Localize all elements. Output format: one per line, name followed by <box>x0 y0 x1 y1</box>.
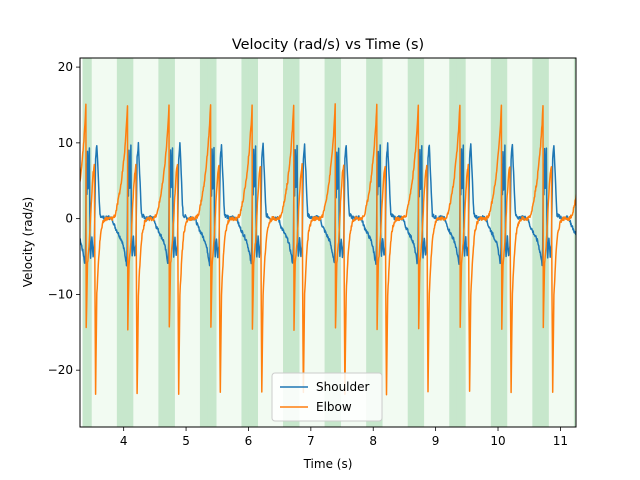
x-tick-label: 11 <box>553 434 568 448</box>
y-axis-label: Velocity (rad/s) <box>21 197 35 287</box>
phase-band <box>331 58 342 427</box>
y-axis-ticks: −20 −10 0 10 20 <box>48 60 80 377</box>
x-tick-label: 7 <box>307 434 315 448</box>
phase-band <box>498 58 508 427</box>
y-tick-label: −20 <box>48 363 73 377</box>
legend-label-elbow: Elbow <box>316 400 352 414</box>
x-tick-label: 9 <box>432 434 440 448</box>
phase-band <box>573 58 576 427</box>
legend: Shoulder Elbow <box>271 372 383 422</box>
y-tick-label: 10 <box>58 136 73 150</box>
y-tick-label: −10 <box>48 287 73 301</box>
phase-band <box>615 58 624 427</box>
phase-band <box>583 58 588 427</box>
y-tick-label: 0 <box>65 212 73 226</box>
x-axis-label: Time (s) <box>303 457 353 471</box>
x-tick-label: 4 <box>120 434 128 448</box>
phase-band <box>366 58 376 427</box>
phase-band <box>165 58 175 427</box>
phase-band <box>414 58 425 427</box>
x-tick-label: 6 <box>245 434 253 448</box>
phase-band <box>373 58 383 427</box>
phase-band <box>207 58 217 427</box>
plot-frame <box>79 57 577 428</box>
phase-band <box>456 58 466 427</box>
x-tick-label: 5 <box>182 434 190 448</box>
phase-band <box>581 58 590 427</box>
phase-band <box>532 58 542 427</box>
phase-band <box>248 58 259 427</box>
series-line-elbow <box>80 103 576 396</box>
legend-label-shoulder: Shoulder <box>316 380 370 394</box>
chart-title: Velocity (rad/s) vs Time (s) <box>232 37 424 53</box>
phase-band <box>324 58 334 427</box>
x-tick-label: 8 <box>369 434 377 448</box>
phase-band <box>590 58 615 427</box>
phase-band <box>290 58 300 427</box>
phase-band <box>124 58 134 427</box>
x-tick-label: 10 <box>490 434 505 448</box>
phase-band <box>625 58 630 427</box>
phase-band <box>158 58 168 427</box>
phase-band <box>82 58 92 427</box>
y-tick-label: 20 <box>58 60 73 74</box>
series-lines <box>80 103 576 396</box>
phase-band <box>539 58 549 427</box>
legend-box <box>271 372 383 422</box>
x-axis-ticks: 4 5 6 7 8 9 10 11 <box>120 427 568 448</box>
